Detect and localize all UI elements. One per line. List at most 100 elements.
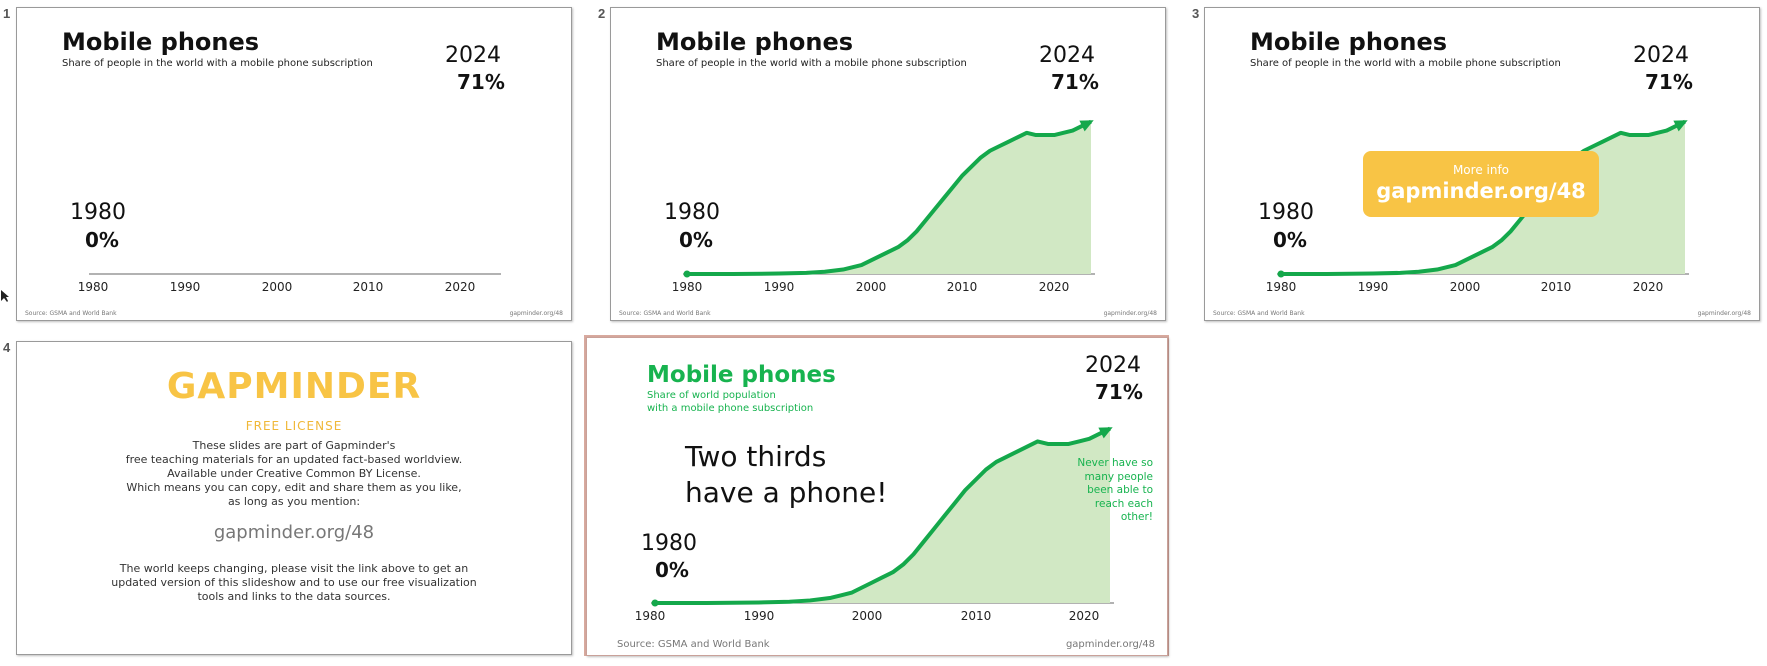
end-arrow: [1079, 120, 1094, 132]
slide-title: Mobile phones: [647, 362, 836, 388]
footer-source: Source: GSMA and World Bank: [617, 639, 770, 650]
series-line: [655, 426, 1111, 605]
license-link[interactable]: gapminder.org/48: [213, 522, 375, 543]
license-body-line: free teaching materials for an updated f…: [125, 453, 463, 466]
end-value: 71%: [1095, 380, 1143, 404]
more-info-callout[interactable]: More info gapminder.org/48: [1363, 151, 1599, 217]
x-tick-label: 1990: [169, 280, 201, 294]
series-line: [687, 119, 1092, 276]
slide-title: Mobile phones: [656, 28, 854, 56]
annotation-line: other!: [1120, 511, 1153, 523]
closing-line: updated version of this slideshow and to…: [111, 576, 477, 589]
end-value: 71%: [457, 70, 505, 94]
area-fill: [655, 428, 1110, 603]
annotation-line: been able to: [1087, 484, 1153, 496]
slide-subtitle: Share of people in the world with a mobi…: [62, 58, 373, 69]
annotation-note: Never have so many people been able to r…: [1077, 457, 1153, 525]
mobile-chart: [651, 426, 1114, 607]
headline-line: have a phone!: [685, 476, 888, 509]
headline-line: Two thirds: [685, 440, 827, 473]
closing-text: The world keeps changing, please visit t…: [17, 562, 571, 604]
closing-line: tools and links to the data sources.: [197, 590, 391, 603]
x-tick-label: 2000: [855, 280, 887, 294]
slide-number: 1: [3, 6, 11, 21]
slide-title: Mobile phones: [1250, 28, 1448, 56]
slide-title: Mobile phones: [62, 28, 260, 56]
area-fill: [687, 121, 1091, 274]
x-tick-label: 2010: [960, 609, 992, 623]
x-tick-label: 1990: [763, 280, 795, 294]
license-body-line: Which means you can copy, edit and share…: [126, 481, 462, 494]
x-tick-label: 1980: [634, 609, 666, 623]
start-point: [683, 270, 691, 278]
end-arrow: [1098, 427, 1113, 439]
x-tick-label: 2000: [261, 280, 293, 294]
closing-line: The world keeps changing, please visit t…: [119, 562, 469, 575]
start-value: 0%: [655, 558, 689, 582]
end-year: 2024: [1085, 353, 1141, 378]
end-year: 2024: [445, 43, 501, 68]
slide-subtitle: with a mobile phone subscription: [647, 403, 814, 414]
x-tick-label: 1980: [1265, 280, 1297, 294]
mobile-chart: [683, 119, 1095, 278]
start-value: 0%: [1273, 228, 1307, 252]
slide-number: 4: [3, 340, 11, 355]
license-body-line: These slides are part of Gapminder's: [192, 439, 396, 452]
callout-link[interactable]: gapminder.org/48: [1376, 179, 1586, 203]
license-body: These slides are part of Gapminder's fre…: [17, 439, 571, 509]
footer-link: gapminder.org/48: [1065, 639, 1155, 650]
annotation-line: reach each: [1094, 497, 1153, 510]
x-tick-label: 2020: [1038, 280, 1070, 294]
x-tick-label: 2020: [444, 280, 476, 294]
start-point: [1277, 270, 1285, 278]
slide-number: 2: [598, 6, 606, 21]
footer-link: gapminder.org/48: [509, 310, 563, 317]
start-value: 0%: [679, 228, 713, 252]
x-tick-label: 2010: [1540, 280, 1572, 294]
start-value: 0%: [85, 228, 119, 252]
x-tick-label: 1980: [671, 280, 703, 294]
x-tick-label: 1990: [743, 609, 775, 623]
footer-link: gapminder.org/48: [1697, 310, 1751, 317]
start-year: 1980: [70, 200, 126, 225]
slide-subtitle: Share of people in the world with a mobi…: [1250, 58, 1561, 69]
slide-subtitle: Share of people in the world with a mobi…: [656, 58, 967, 69]
license-body-line: Available under Creative Common BY Licen…: [167, 467, 421, 480]
footer-link: gapminder.org/48: [1103, 310, 1157, 317]
license-heading: FREE LICENSE: [245, 419, 343, 433]
callout-label: More info: [1452, 163, 1510, 177]
end-value: 71%: [1051, 70, 1099, 94]
x-tick-label: 2010: [946, 280, 978, 294]
start-point: [651, 599, 659, 607]
end-arrow: [1673, 120, 1688, 132]
annotation-line: Never have so: [1077, 457, 1153, 469]
x-tick-label: 1990: [1357, 280, 1389, 294]
mouse-pointer-icon: [1, 290, 9, 302]
license-body-line: as long as you mention:: [227, 495, 361, 508]
slide-subtitle: Share of world population: [647, 390, 776, 401]
slide-thumbnail-2[interactable]: Mobile phones Share of people in the wor…: [610, 7, 1166, 321]
chart-axis: [89, 273, 501, 275]
slide-number: 3: [1192, 6, 1200, 21]
x-tick-label: 2000: [851, 609, 883, 623]
x-tick-label: 2020: [1632, 280, 1664, 294]
start-year: 1980: [641, 531, 697, 556]
end-year: 2024: [1633, 43, 1689, 68]
end-year: 2024: [1039, 43, 1095, 68]
annotation-line: many people: [1084, 470, 1153, 483]
x-tick-label: 2010: [352, 280, 384, 294]
x-tick-label: 2000: [1449, 280, 1481, 294]
slide-thumbnail-5[interactable]: Mobile phones Share of world population …: [586, 337, 1168, 656]
slide-thumbnail-3[interactable]: Mobile phones Share of people in the wor…: [1204, 7, 1760, 321]
x-tick-label: 1980: [77, 280, 109, 294]
start-year: 1980: [1258, 200, 1314, 225]
slide-thumbnail-4[interactable]: GAPMINDER FREE LICENSE These slides are …: [16, 341, 572, 655]
start-year: 1980: [664, 200, 720, 225]
x-tick-label: 2020: [1068, 609, 1100, 623]
footer-source: Source: GSMA and World Bank: [1213, 310, 1305, 317]
end-value: 71%: [1645, 70, 1693, 94]
footer-source: Source: GSMA and World Bank: [619, 310, 711, 317]
slide-thumbnail-1[interactable]: Mobile phones Share of people in the wor…: [16, 7, 572, 321]
gapminder-logo: GAPMINDER: [166, 366, 422, 407]
footer-source: Source: GSMA and World Bank: [25, 310, 117, 317]
